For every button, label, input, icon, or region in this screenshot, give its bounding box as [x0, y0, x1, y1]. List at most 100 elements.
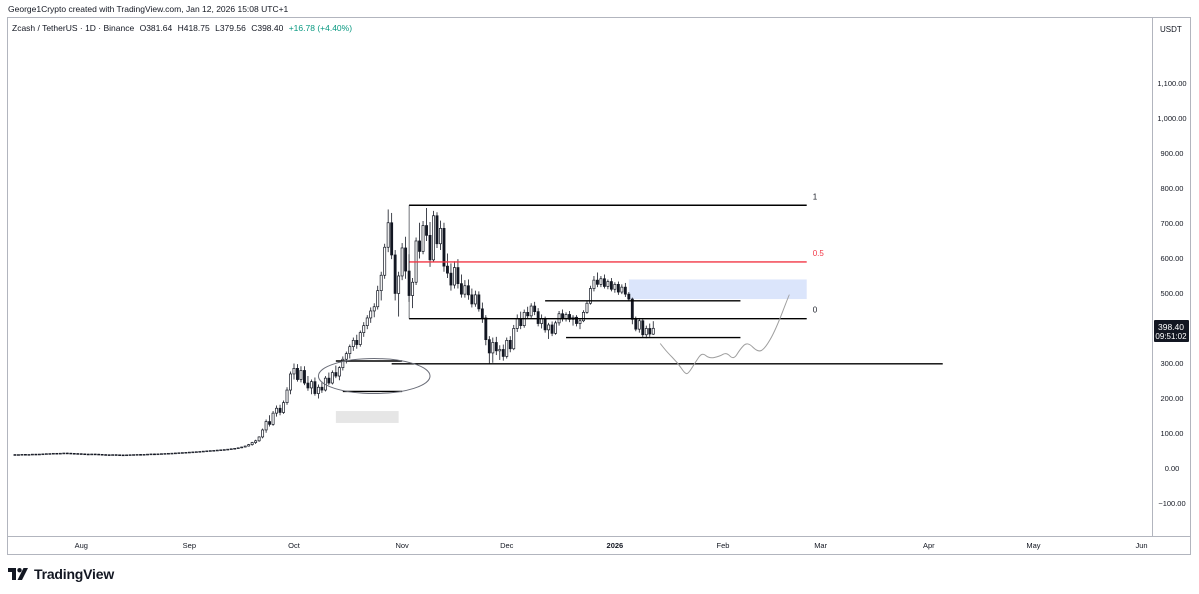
- fib-label: 1: [813, 192, 818, 201]
- candle-body: [491, 342, 495, 354]
- candle-body: [543, 318, 547, 331]
- time-tick-label: Mar: [814, 541, 827, 550]
- candle-body: [58, 452, 62, 455]
- candle-body: [630, 298, 634, 320]
- candle-body: [254, 440, 258, 443]
- candle-body: [337, 367, 341, 377]
- candle-body: [93, 453, 97, 456]
- candle-body: [233, 448, 237, 450]
- candle-body: [201, 450, 205, 453]
- price-tick-label: 1,100.00: [1157, 79, 1186, 88]
- candle-body: [13, 454, 17, 456]
- candle-body: [271, 412, 275, 425]
- candle-body: [602, 278, 606, 287]
- candle-body: [34, 453, 38, 456]
- candle-body: [596, 279, 599, 285]
- candle-body: [379, 274, 383, 291]
- candle-body: [641, 320, 645, 336]
- candle-body: [358, 332, 362, 345]
- candle-body: [599, 278, 603, 285]
- candle-body: [609, 281, 613, 290]
- candle-body: [292, 368, 296, 375]
- candle-body: [568, 314, 571, 320]
- candle-body: [313, 381, 317, 394]
- candle-body: [435, 215, 439, 245]
- candle-body: [114, 454, 118, 456]
- candle-body: [355, 340, 359, 345]
- candle-body: [62, 452, 66, 455]
- candle-body: [620, 286, 624, 293]
- last-price-tag-bg: [1154, 320, 1189, 342]
- candle-body: [390, 222, 394, 256]
- candle-body: [432, 215, 435, 261]
- candle-body: [480, 308, 484, 319]
- candle-body: [48, 453, 52, 455]
- symbol-legend[interactable]: Zcash / TetherUS · 1D · Binance O381.64 …: [12, 23, 355, 33]
- candle-body: [644, 328, 648, 336]
- candle-body: [466, 285, 470, 296]
- candle-body: [386, 222, 390, 248]
- candle-body: [533, 305, 537, 312]
- candle-body: [142, 454, 146, 456]
- candle-body: [121, 454, 125, 457]
- candle-body: [268, 421, 272, 425]
- candle-body: [365, 317, 369, 327]
- tradingview-logo[interactable]: TradingView: [8, 566, 114, 582]
- candle-body: [529, 305, 533, 317]
- candle-body: [418, 240, 421, 252]
- candle-body: [623, 286, 627, 295]
- candle-body: [97, 453, 101, 456]
- candle-body: [459, 283, 463, 295]
- symbol-name[interactable]: Zcash / TetherUS · 1D · Binance: [12, 23, 135, 33]
- candle-body: [428, 235, 432, 261]
- price-tick-label: 200.00: [1161, 394, 1184, 403]
- ohlc-open: O381.64: [139, 23, 173, 33]
- candle-body: [149, 453, 153, 456]
- candle-body: [508, 340, 512, 350]
- price-tick-label: 500.00: [1161, 289, 1184, 298]
- candle-body: [212, 450, 216, 452]
- price-tick-label: −100.00: [1158, 499, 1185, 508]
- candle-body: [132, 454, 135, 456]
- price-axis[interactable]: −100.000.00100.00200.00300.00400.00500.0…: [1157, 79, 1186, 508]
- candle-body: [456, 267, 460, 284]
- time-tick-label: Oct: [288, 541, 301, 550]
- candle-body: [400, 247, 404, 277]
- candle-body: [187, 451, 191, 454]
- candle-body: [351, 340, 355, 348]
- candle-body: [247, 444, 251, 447]
- support-zone-low: [335, 411, 399, 423]
- candle-body: [41, 453, 45, 456]
- candle-body: [51, 452, 55, 455]
- price-tick-label: 800.00: [1161, 184, 1184, 193]
- candle-body: [30, 453, 34, 456]
- candle-body: [285, 389, 289, 403]
- candle-body: [613, 284, 617, 290]
- candle-body: [310, 381, 313, 389]
- candle-body: [156, 453, 160, 456]
- candle-body: [616, 284, 620, 293]
- candle-body: [83, 453, 87, 456]
- candle-body: [135, 454, 139, 456]
- candle-body: [341, 358, 345, 368]
- candle-body: [515, 318, 519, 329]
- candle-body: [344, 353, 348, 360]
- candle-body: [439, 228, 442, 245]
- candle-body: [519, 318, 523, 326]
- candle-body: [637, 320, 641, 330]
- last-price-tag: 398.40 09:51:02: [1154, 320, 1189, 342]
- candle-body: [170, 452, 174, 455]
- candle-body: [167, 452, 170, 455]
- candle-body: [107, 454, 111, 456]
- candle-body: [473, 294, 477, 305]
- ohlc-high: H418.75: [177, 23, 210, 33]
- candle-body: [540, 318, 544, 324]
- fib-label: 0: [813, 306, 818, 315]
- time-axis[interactable]: Aug Sep Oct Nov Dec 2026 Feb Mar Apr May Jun: [75, 541, 1148, 550]
- candle-body: [487, 339, 491, 354]
- currency-label[interactable]: USDT: [1160, 25, 1182, 34]
- price-tick-label: 300.00: [1161, 359, 1184, 368]
- candle-body: [160, 453, 163, 455]
- candle-body: [393, 254, 397, 294]
